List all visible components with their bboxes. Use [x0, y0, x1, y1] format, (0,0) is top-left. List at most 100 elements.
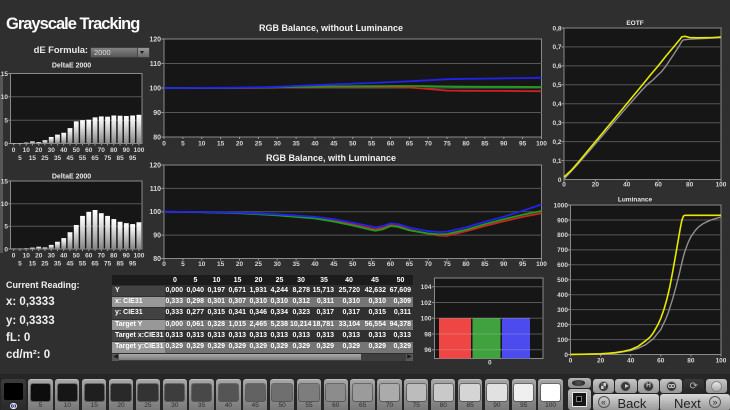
svg-text:DeltaE 2000: DeltaE 2000 — [52, 63, 91, 70]
svg-text:15: 15 — [1, 178, 9, 185]
svg-text:65: 65 — [406, 261, 414, 268]
svg-text:55: 55 — [79, 155, 87, 162]
svg-text:100: 100 — [149, 85, 161, 92]
svg-text:70: 70 — [425, 141, 433, 148]
svg-text:50: 50 — [349, 261, 357, 268]
svg-text:0,5: 0,5 — [552, 82, 561, 89]
svg-text:50: 50 — [73, 253, 81, 260]
svg-text:10: 10 — [1, 201, 9, 208]
svg-text:95: 95 — [129, 155, 137, 162]
svg-text:35: 35 — [54, 155, 62, 162]
svg-text:0,2: 0,2 — [552, 139, 561, 146]
svg-text:100: 100 — [536, 141, 547, 148]
svg-text:80: 80 — [110, 253, 118, 260]
svg-text:45: 45 — [330, 141, 338, 148]
svg-text:100: 100 — [149, 209, 161, 216]
svg-text:80: 80 — [686, 182, 694, 189]
svg-text:35: 35 — [292, 141, 300, 148]
svg-text:80: 80 — [110, 147, 118, 154]
svg-text:75: 75 — [104, 155, 112, 162]
svg-text:85: 85 — [481, 141, 489, 148]
svg-text:0: 0 — [562, 182, 566, 189]
svg-text:80: 80 — [687, 358, 695, 365]
svg-text:70: 70 — [425, 261, 433, 268]
svg-text:30: 30 — [48, 147, 56, 154]
svg-text:90: 90 — [500, 141, 508, 148]
svg-text:65: 65 — [91, 155, 99, 162]
svg-text:45: 45 — [66, 261, 74, 268]
svg-text:5: 5 — [4, 224, 8, 231]
svg-text:0: 0 — [488, 360, 492, 367]
svg-text:0,4: 0,4 — [552, 101, 561, 108]
svg-text:DeltaE 2000: DeltaE 2000 — [52, 174, 91, 181]
svg-text:5: 5 — [181, 141, 185, 148]
svg-text:20: 20 — [236, 141, 244, 148]
svg-text:0: 0 — [4, 141, 8, 148]
svg-text:0: 0 — [4, 246, 8, 253]
svg-text:RGB Balance, without Luminance: RGB Balance, without Luminance — [259, 23, 403, 33]
svg-text:EOTF: EOTF — [626, 20, 643, 27]
svg-text:30: 30 — [274, 261, 282, 268]
svg-text:20: 20 — [236, 261, 244, 268]
svg-text:120: 120 — [149, 36, 161, 43]
svg-text:60: 60 — [387, 141, 395, 148]
svg-text:60: 60 — [387, 261, 395, 268]
svg-text:75: 75 — [443, 261, 451, 268]
svg-text:90: 90 — [500, 261, 508, 268]
svg-text:50: 50 — [73, 147, 81, 154]
svg-text:10: 10 — [198, 261, 206, 268]
svg-text:100: 100 — [421, 316, 432, 323]
svg-text:40: 40 — [311, 261, 319, 268]
svg-text:10: 10 — [23, 147, 31, 154]
svg-text:95: 95 — [519, 141, 527, 148]
svg-text:0,8: 0,8 — [552, 25, 561, 32]
svg-text:15: 15 — [1, 71, 9, 78]
svg-text:900: 900 — [557, 217, 568, 224]
svg-text:85: 85 — [481, 261, 489, 268]
svg-text:5: 5 — [4, 118, 8, 125]
svg-text:0,1: 0,1 — [552, 158, 561, 165]
svg-text:45: 45 — [330, 261, 338, 268]
svg-text:40: 40 — [311, 141, 319, 148]
svg-text:90: 90 — [153, 110, 161, 117]
svg-text:0: 0 — [162, 261, 166, 268]
svg-text:600: 600 — [557, 262, 568, 269]
svg-text:25: 25 — [41, 155, 49, 162]
svg-text:20: 20 — [597, 358, 605, 365]
svg-text:Luminance: Luminance — [618, 197, 653, 204]
svg-text:65: 65 — [91, 261, 99, 268]
svg-text:0: 0 — [569, 358, 573, 365]
svg-text:90: 90 — [153, 233, 161, 240]
svg-text:40: 40 — [60, 253, 68, 260]
svg-text:65: 65 — [406, 141, 414, 148]
svg-text:RGB Balance, with Luminance: RGB Balance, with Luminance — [266, 153, 396, 163]
svg-text:15: 15 — [29, 261, 37, 268]
svg-text:80: 80 — [153, 134, 161, 141]
svg-text:25: 25 — [255, 141, 263, 148]
svg-text:75: 75 — [104, 261, 112, 268]
svg-text:0: 0 — [12, 147, 16, 154]
svg-text:55: 55 — [368, 141, 376, 148]
svg-text:60: 60 — [85, 253, 93, 260]
svg-text:700: 700 — [557, 247, 568, 254]
svg-text:80: 80 — [153, 256, 161, 263]
svg-text:5: 5 — [18, 155, 22, 162]
svg-text:1000: 1000 — [554, 202, 569, 209]
svg-text:85: 85 — [116, 155, 124, 162]
svg-text:95: 95 — [519, 261, 527, 268]
svg-text:80: 80 — [462, 261, 470, 268]
svg-text:20: 20 — [35, 253, 43, 260]
svg-text:400: 400 — [557, 292, 568, 299]
svg-text:25: 25 — [255, 261, 263, 268]
svg-text:60: 60 — [657, 358, 665, 365]
svg-text:0,3: 0,3 — [552, 120, 561, 127]
svg-text:35: 35 — [292, 261, 300, 268]
svg-text:100: 100 — [716, 182, 727, 189]
svg-text:0: 0 — [162, 141, 166, 148]
svg-text:30: 30 — [274, 141, 282, 148]
svg-text:55: 55 — [79, 261, 87, 268]
svg-text:90: 90 — [123, 253, 131, 260]
svg-text:0,7: 0,7 — [552, 44, 561, 51]
svg-text:100: 100 — [557, 337, 568, 344]
svg-text:0,6: 0,6 — [552, 63, 561, 70]
